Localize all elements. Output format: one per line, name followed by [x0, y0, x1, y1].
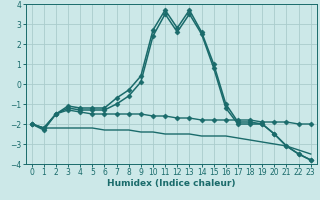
X-axis label: Humidex (Indice chaleur): Humidex (Indice chaleur) [107, 179, 236, 188]
